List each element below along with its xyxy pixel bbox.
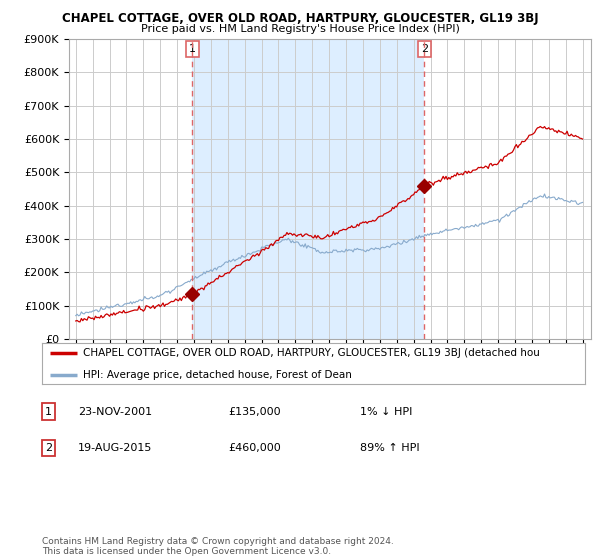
Text: This data is licensed under the Open Government Licence v3.0.: This data is licensed under the Open Gov… <box>42 548 331 557</box>
Text: £460,000: £460,000 <box>228 443 281 453</box>
Text: 19-AUG-2015: 19-AUG-2015 <box>78 443 152 453</box>
Text: HPI: Average price, detached house, Forest of Dean: HPI: Average price, detached house, Fore… <box>83 370 352 380</box>
Text: 2: 2 <box>421 44 428 54</box>
Text: Price paid vs. HM Land Registry's House Price Index (HPI): Price paid vs. HM Land Registry's House … <box>140 24 460 34</box>
Text: CHAPEL COTTAGE, OVER OLD ROAD, HARTPURY, GLOUCESTER, GL19 3BJ (detached hou: CHAPEL COTTAGE, OVER OLD ROAD, HARTPURY,… <box>83 348 539 358</box>
Text: 1: 1 <box>45 407 52 417</box>
Text: 1: 1 <box>189 44 196 54</box>
Text: 1% ↓ HPI: 1% ↓ HPI <box>360 407 412 417</box>
Text: 2: 2 <box>45 443 52 453</box>
Text: 89% ↑ HPI: 89% ↑ HPI <box>360 443 419 453</box>
Text: £135,000: £135,000 <box>228 407 281 417</box>
Text: 23-NOV-2001: 23-NOV-2001 <box>78 407 152 417</box>
Text: CHAPEL COTTAGE, OVER OLD ROAD, HARTPURY, GLOUCESTER, GL19 3BJ: CHAPEL COTTAGE, OVER OLD ROAD, HARTPURY,… <box>62 12 538 25</box>
Bar <box>193 39 424 339</box>
Text: Contains HM Land Registry data © Crown copyright and database right 2024.: Contains HM Land Registry data © Crown c… <box>42 538 394 547</box>
